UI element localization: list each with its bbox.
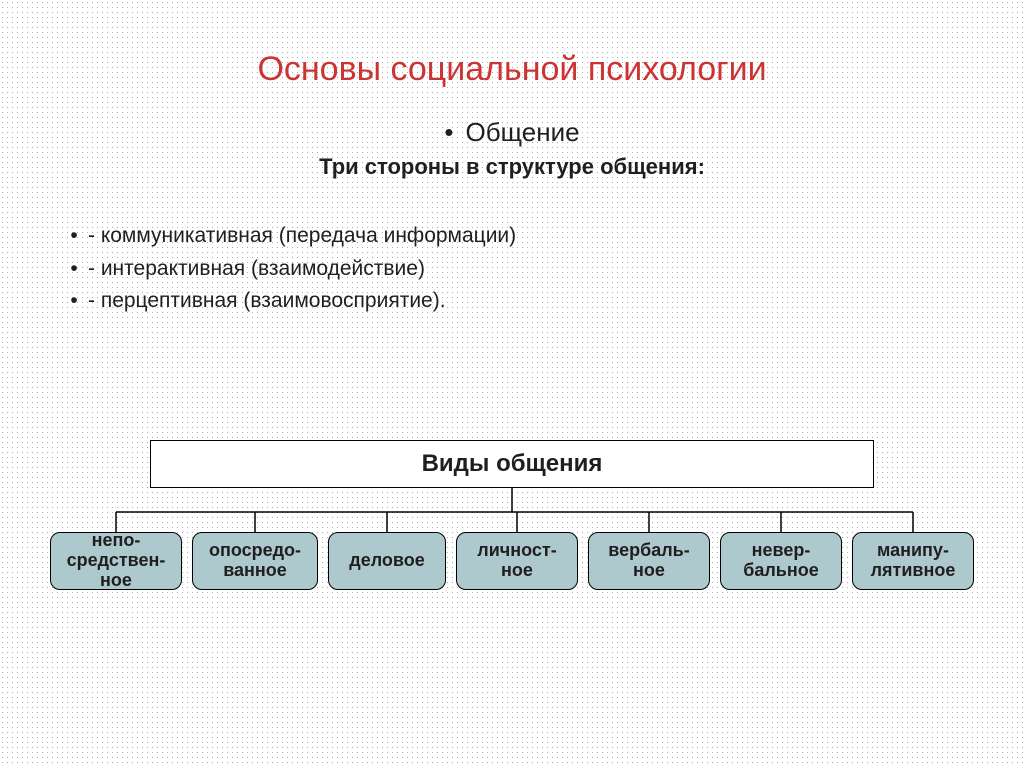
subheading: Три стороны в структуре общения: — [40, 154, 984, 180]
aspects-list: - коммуникативная (передача информации) … — [40, 220, 984, 318]
chart-leaf: непо-средствен-ное — [50, 532, 182, 590]
subtitle-row: • Общение — [40, 117, 984, 148]
aspect-item: - интерактивная (взаимодействие) — [60, 253, 984, 286]
chart-leaf: вербаль-ное — [588, 532, 710, 590]
chart-leaf: личност-ное — [456, 532, 578, 590]
chart-leaves: непо-средствен-ноеопосредо-ванноеделовое… — [30, 532, 994, 590]
page-title: Основы социальной психологии — [40, 50, 984, 89]
subtitle-text: Общение — [466, 117, 580, 147]
chart-leaf: опосредо-ванное — [192, 532, 318, 590]
bullet-icon: • — [444, 117, 453, 148]
chart-leaf: невер-бальное — [720, 532, 842, 590]
chart-leaf: манипу-лятивное — [852, 532, 974, 590]
chart-leaf: деловое — [328, 532, 446, 590]
aspect-item: - перцептивная (взаимовосприятие). — [60, 285, 984, 318]
aspect-item: - коммуникативная (передача информации) — [60, 220, 984, 253]
chart-root: Виды общения — [150, 440, 874, 488]
slide: Основы социальной психологии • Общение Тр… — [0, 0, 1024, 767]
